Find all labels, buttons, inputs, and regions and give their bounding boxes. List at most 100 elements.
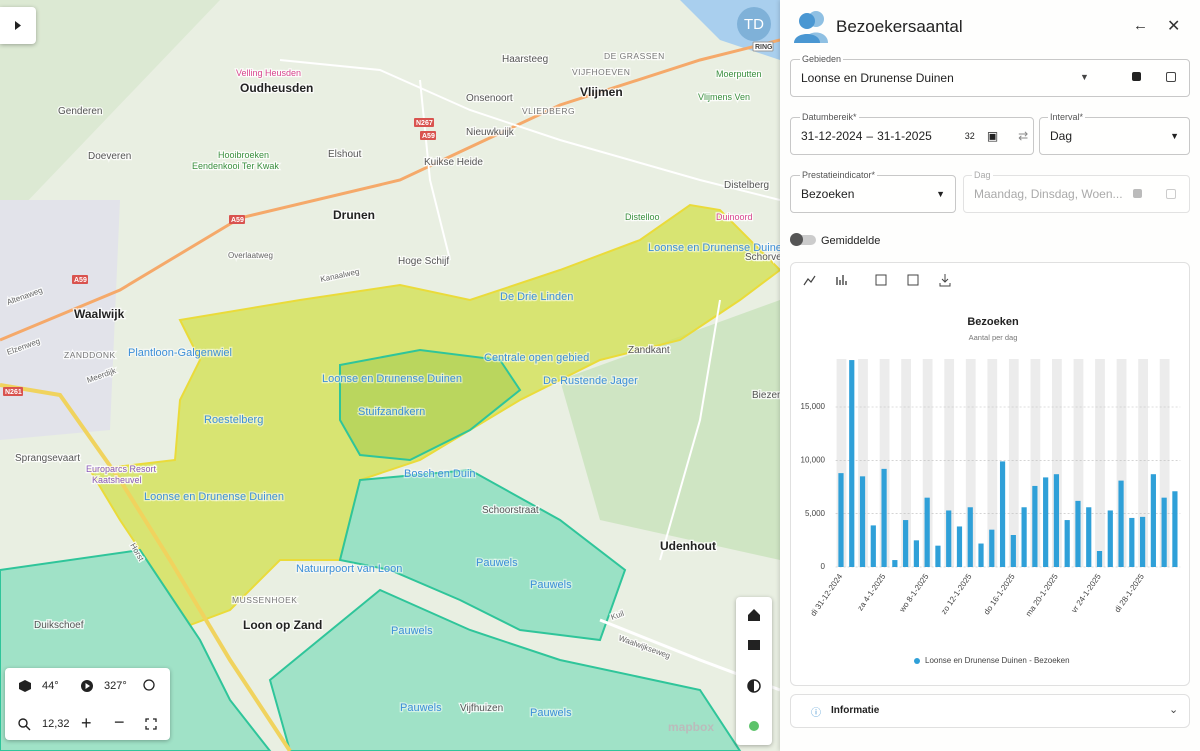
poi-label: Duinoord (716, 212, 753, 222)
place-label: ZANDDONK (64, 350, 116, 360)
map: Oudheusden Velling Heusden Genderen Hooi… (0, 0, 780, 751)
road-shield: N261 (5, 389, 22, 396)
road-shield: RING (755, 44, 773, 51)
table-button[interactable] (875, 274, 887, 286)
poi-label: Vlijmens Ven (698, 92, 750, 102)
bar (1075, 500, 1081, 567)
x-tick-label: ma 20-1-2025 (1024, 572, 1060, 618)
side-panel: Bezoekersaantal ← ✕ Loonse en Drunense D… (780, 0, 1200, 751)
place-label: Loon op Zand (243, 618, 322, 632)
place-label: Vlijmen (580, 85, 623, 99)
place-label: Biezenmo (752, 390, 780, 401)
field-value: Maandag, Dinsdag, Woen... (974, 187, 1123, 201)
x-tick-label: do 16-1-2025 (982, 572, 1017, 617)
y-tick-label: 0 (821, 562, 826, 571)
place-label: Schoorstraat (482, 505, 539, 516)
toggle[interactable] (790, 235, 816, 245)
place-label: Udenhout (660, 539, 716, 553)
zoom-in-button[interactable]: + (81, 713, 92, 733)
field-value: Dag (1050, 129, 1073, 143)
chart-title: Bezoeken (967, 316, 1019, 328)
comment-button[interactable] (748, 640, 760, 650)
dropdown-arrow: ▼ (936, 189, 945, 199)
interval-field[interactable]: Dag ▼ (1039, 117, 1190, 155)
home-button[interactable] (748, 609, 760, 621)
poi-label: Kaatsheuvel (92, 475, 142, 485)
bar (1064, 520, 1070, 567)
column-shade (836, 359, 847, 567)
place-label: Doeveren (88, 151, 131, 162)
calendar-button[interactable]: ▣ (986, 129, 999, 143)
datumbereik-field[interactable]: 31-12-2024 – 31-1-2025 32 ▣ ⇄ (790, 117, 1034, 155)
bar (913, 540, 919, 567)
column-shade (1159, 359, 1170, 567)
column-shade (987, 359, 998, 567)
y-tick-label: 15,000 (801, 402, 826, 411)
end-date: 31-1-2025 (877, 129, 932, 143)
bar (1129, 517, 1135, 567)
checkbox[interactable] (1132, 72, 1141, 81)
image-button[interactable] (907, 274, 919, 286)
place-label: MUSSENHOEK (232, 595, 297, 605)
contrast-button[interactable] (748, 680, 754, 692)
place-label: Drunen (333, 208, 375, 222)
poi-label: Distelloo (625, 212, 660, 222)
prestatieindicator-field[interactable]: Bezoeken ▼ (790, 175, 956, 213)
area-label: Pauwels (391, 625, 433, 637)
x-tick-label: di 31-12-2024 (809, 572, 845, 618)
expand-button[interactable] (0, 7, 36, 44)
info-title: Informatie (831, 705, 880, 716)
column-shade (1030, 359, 1041, 567)
field-label: Gebieden (800, 54, 844, 64)
swap-button[interactable]: ⇄ (1018, 129, 1029, 143)
place-label: Nieuwkuijk (466, 127, 515, 138)
checkbox[interactable] (1166, 72, 1176, 82)
bar (1043, 477, 1049, 567)
zoom-out-button[interactable]: − (114, 712, 125, 732)
avatar[interactable]: TD (737, 7, 771, 41)
close-button[interactable]: ✕ (1167, 18, 1181, 35)
gebieden-field[interactable]: Loonse en Drunense Duinen (790, 59, 1190, 97)
icon (15, 21, 21, 30)
column-shade (1138, 359, 1148, 567)
field-label: Datumbereik* (800, 112, 859, 122)
back-button[interactable]: ← (1133, 17, 1148, 34)
status-button[interactable] (749, 721, 759, 731)
toggle-knob (790, 233, 803, 246)
users-icon (794, 11, 828, 43)
day-count: 32 (964, 131, 975, 141)
place-label: Vijfhuizen (460, 703, 503, 714)
road-label: Overlaatweg (228, 251, 273, 260)
pitch-icon (19, 680, 31, 692)
poi-label: Europarcs Resort (86, 464, 157, 474)
x-tick-label: wo 8-1-2025 (897, 572, 931, 615)
bar-chart-button[interactable] (836, 275, 847, 285)
x-tick-label: vr 24-1-2025 (1069, 572, 1103, 615)
bar (838, 473, 844, 567)
toggle-label: Gemiddelde (821, 235, 881, 247)
bar (999, 461, 1006, 567)
download-button[interactable] (939, 274, 951, 287)
chart-toolbar (803, 274, 951, 287)
line-chart-button[interactable] (803, 275, 816, 286)
poi-label: Moerputten (716, 69, 762, 79)
poi-label: Velling Heusden (236, 68, 301, 78)
field-value: Loonse en Drunense Duinen (801, 71, 954, 85)
column-shade (1052, 359, 1062, 567)
fullscreen-button[interactable] (145, 718, 157, 730)
bar (870, 525, 876, 567)
attribution: mapbox (668, 720, 714, 734)
info-section[interactable]: ⓘ Informatie ⌄ (790, 694, 1190, 728)
place-label: Zandkant (628, 345, 670, 356)
legend-swatch (914, 658, 920, 664)
field-label: Interval* (1048, 112, 1086, 122)
field-label: Prestatieindicator* (800, 170, 878, 180)
rotate-button[interactable] (142, 678, 158, 694)
area-label: Pauwels (476, 557, 518, 569)
place-label: Duikschoef (34, 620, 84, 631)
place-label: Elshout (328, 149, 362, 160)
column-shade (1008, 359, 1019, 567)
area-label: Centrale open gebied (484, 352, 589, 364)
play-button[interactable] (79, 678, 95, 694)
place-label: Kuikse Heide (424, 157, 483, 168)
